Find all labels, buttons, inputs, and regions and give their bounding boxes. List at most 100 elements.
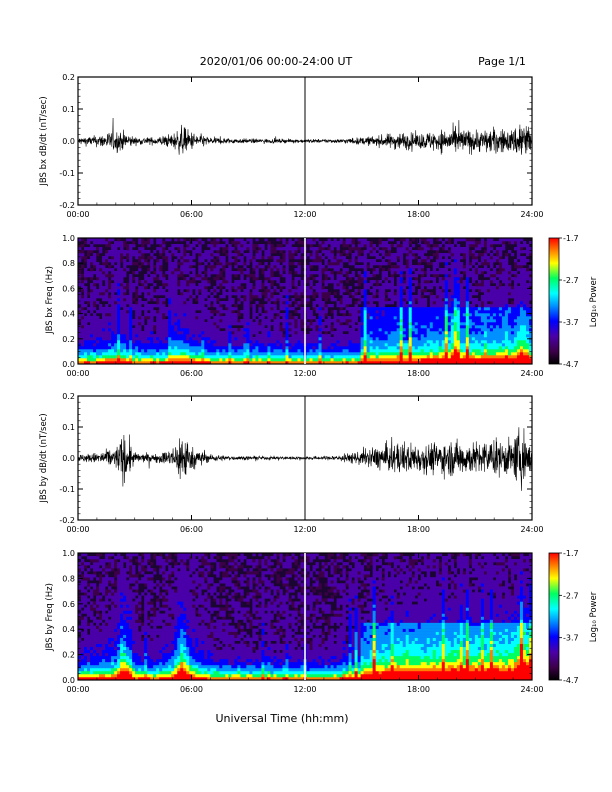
spectrogram-cell [105, 358, 109, 362]
spectrogram-cell [492, 301, 497, 305]
spectrogram-cell [270, 277, 274, 281]
spectrogram-cell [180, 301, 184, 305]
spectrogram-cell [78, 256, 82, 260]
spectrogram-cell [138, 256, 142, 260]
spectrogram-cell [231, 316, 235, 320]
spectrogram-cell [438, 277, 443, 281]
spectrogram-cell [156, 259, 160, 263]
spectrogram-cell [216, 244, 220, 248]
spectrogram-cell [363, 325, 367, 329]
spectrogram-cell [399, 295, 404, 299]
spectrogram-cell [198, 358, 202, 362]
spectrogram-cell [471, 256, 476, 260]
spectrogram-cell [333, 352, 337, 356]
spectrogram-cell [495, 355, 500, 359]
spectrogram-cell [132, 283, 136, 287]
spectrogram-cell [138, 253, 142, 257]
spectrogram-cell [339, 301, 343, 305]
spectrogram-cell [174, 346, 178, 350]
spectrogram-cell [333, 343, 337, 347]
spectrogram-cell [369, 274, 373, 278]
spectrogram-cell [429, 277, 434, 281]
spectrogram-cell [282, 304, 286, 308]
spectrogram-cell [138, 352, 142, 356]
spectrogram-cell [144, 304, 148, 308]
spectrogram-cell [336, 301, 340, 305]
spectrogram-cell [288, 331, 292, 335]
spectrogram-cell [105, 280, 109, 284]
spectrogram-cell [465, 358, 470, 362]
spectrogram-cell [198, 289, 202, 293]
spectrogram-cell [354, 307, 358, 311]
spectrogram-cell [288, 292, 292, 296]
spectrogram-cell [447, 301, 452, 305]
spectrogram-cell [495, 253, 500, 257]
spectrogram-cell [123, 355, 127, 359]
spectrogram-cell [411, 325, 416, 329]
spectrogram-cell [339, 280, 343, 284]
spectrogram-cell [348, 307, 352, 311]
spectrogram-cell [141, 334, 145, 338]
spectrogram-cell [237, 358, 241, 362]
spectrogram-cell [255, 271, 259, 275]
spectrogram-cell [375, 319, 379, 323]
spectrogram-cell [225, 304, 229, 308]
spectrogram-cell [141, 352, 145, 356]
spectrogram-cell [369, 265, 373, 269]
spectrogram-cell [294, 325, 298, 329]
spectrogram-cell [390, 319, 394, 323]
spectrogram-cell [390, 310, 394, 314]
spectrogram-cell [438, 307, 443, 311]
spectrogram-cell [501, 328, 506, 332]
spectrogram-cell [237, 250, 241, 254]
spectrogram-cell [501, 286, 506, 290]
spectrogram-cell [78, 244, 82, 248]
spectrogram-cell [180, 295, 184, 299]
spectrogram-cell [453, 331, 458, 335]
spectrogram-cell [468, 319, 473, 323]
spectrogram-cell [423, 319, 428, 323]
spectrogram-cell [90, 307, 94, 311]
spectrogram-cell [354, 289, 358, 293]
spectrogram-cell [459, 262, 464, 266]
spectrogram-cell [327, 319, 331, 323]
spectrogram-cell [462, 256, 467, 260]
spectrogram-cell [186, 253, 190, 257]
spectrogram-cell [420, 256, 425, 260]
spectrogram-cell [396, 241, 401, 245]
y-axis-label: JBS bx Freq (Hz) [45, 266, 55, 335]
spectrogram-cell [330, 247, 334, 251]
spectrogram-cell [258, 247, 262, 251]
spectrogram-cell [300, 286, 304, 290]
spectrogram-cell [459, 304, 464, 308]
spectrogram-cell [462, 313, 467, 317]
spectrogram-cell [195, 349, 199, 353]
spectrogram-cell [438, 343, 443, 347]
spectrogram-cell [336, 271, 340, 275]
spectrogram-cell [411, 286, 416, 290]
spectrogram-cell [132, 271, 136, 275]
spectrogram-cell [315, 289, 319, 293]
spectrogram-cell [420, 310, 425, 314]
spectrogram-cell [468, 295, 473, 299]
spectrogram-cell [183, 262, 187, 266]
spectrogram-cell [255, 301, 259, 305]
spectrogram-cell [111, 340, 115, 344]
spectrogram-cell [453, 265, 458, 269]
spectrogram-cell [108, 316, 112, 320]
spectrogram-cell [96, 274, 100, 278]
spectrogram-cell [117, 307, 121, 311]
spectrogram-cell [222, 346, 226, 350]
spectrogram-cell [498, 265, 503, 269]
spectrogram-cell [225, 316, 229, 320]
spectrogram-cell [360, 331, 364, 335]
spectrogram-cell [291, 298, 295, 302]
spectrogram-cell [426, 355, 431, 359]
spectrogram-cell [180, 262, 184, 266]
spectrogram-cell [357, 277, 361, 281]
spectrogram-cell [471, 298, 476, 302]
spectrogram-cell [168, 328, 172, 332]
spectrogram-cell [105, 355, 109, 359]
spectrogram-cell [192, 283, 196, 287]
spectrogram-cell [171, 310, 175, 314]
